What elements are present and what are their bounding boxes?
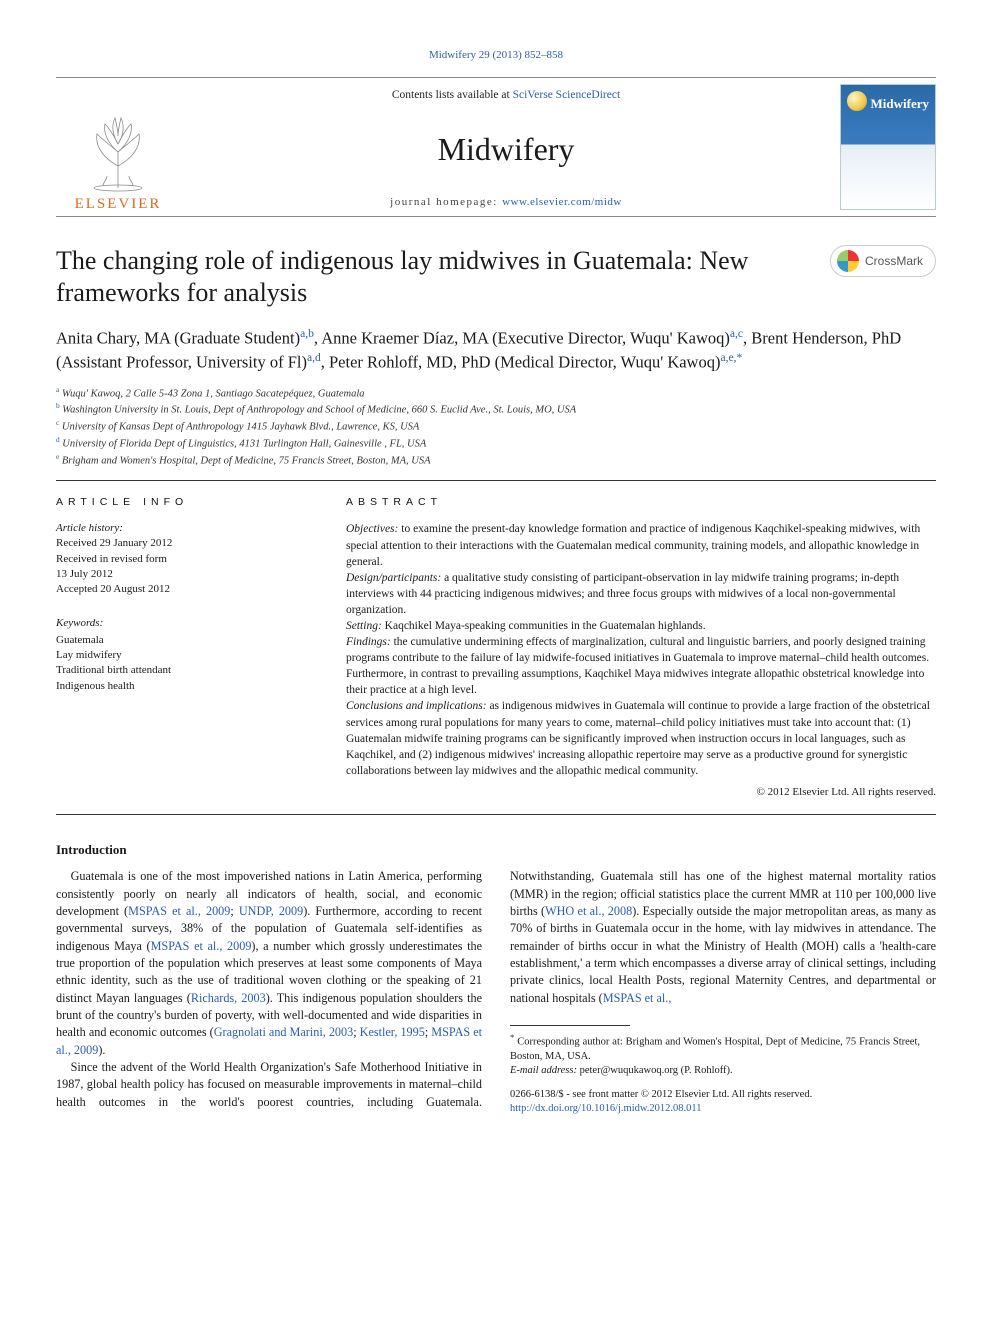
rule-below-meta xyxy=(56,814,936,815)
journal-cover-thumb: Midwifery xyxy=(840,84,936,210)
abstract-item: Design/participants: a qualitative study… xyxy=(346,570,936,618)
abstract-item-label: Findings: xyxy=(346,636,391,648)
article-info-heading: ARTICLE INFO xyxy=(56,495,306,509)
ref-link[interactable]: Kestler, 1995 xyxy=(360,1025,425,1039)
masthead-center: Contents lists available at SciVerse Sci… xyxy=(186,78,826,216)
affiliation-list: a Wuqu' Kawoq, 2 Calle 5-43 Zona 1, Sant… xyxy=(56,385,936,469)
abstract-item: Conclusions and implications: as indigen… xyxy=(346,698,936,778)
history-lines: Received 29 January 2012Received in revi… xyxy=(56,536,306,598)
abstract-body: Objectives: to examine the present-day k… xyxy=(346,521,936,779)
abstract-heading: ABSTRACT xyxy=(346,495,936,509)
email-line: E-mail address: peter@wuqukawoq.org (P. … xyxy=(510,1064,920,1078)
homepage-prefix: journal homepage: xyxy=(390,196,502,208)
abstract-item-label: Objectives: xyxy=(346,523,398,535)
affiliation-item: d University of Florida Dept of Linguist… xyxy=(56,435,936,452)
intro-para-1: Guatemala is one of the most impoverishe… xyxy=(56,868,482,1059)
footnote-block: * Corresponding author at: Brigham and W… xyxy=(510,1025,936,1116)
history-label: Article history: xyxy=(56,521,306,536)
crossmark-label: CrossMark xyxy=(865,253,923,269)
ref-link[interactable]: Richards, 2003 xyxy=(191,991,266,1005)
keyword-item: Indigenous health xyxy=(56,679,306,694)
journal-homepage-link[interactable]: www.elsevier.com/midw xyxy=(502,196,622,208)
cover-title: Midwifery xyxy=(871,95,929,113)
elsevier-tree-icon xyxy=(56,104,180,194)
journal-name: Midwifery xyxy=(186,128,826,171)
masthead: ELSEVIER Contents lists available at Sci… xyxy=(56,77,936,217)
ref-link[interactable]: MSPAS et al., 2009 xyxy=(151,939,252,953)
publisher-name: ELSEVIER xyxy=(56,194,180,214)
ref-link[interactable]: UNDP, 2009 xyxy=(239,904,303,918)
ref-link[interactable]: Gragnolati and Marini, 2003 xyxy=(214,1025,353,1039)
abstract-item-label: Setting: xyxy=(346,620,382,632)
contents-prefix: Contents lists available at xyxy=(392,89,513,101)
ref-link[interactable]: WHO et al., 2008 xyxy=(545,904,632,918)
keyword-item: Traditional birth attendant xyxy=(56,663,306,678)
contents-available-line: Contents lists available at SciVerse Sci… xyxy=(186,88,826,104)
email-value: peter@wuqukawoq.org (P. Rohloff). xyxy=(577,1065,733,1076)
citation-link[interactable]: Midwifery 29 (2013) 852–858 xyxy=(429,49,563,61)
abstract-copyright: © 2012 Elsevier Ltd. All rights reserved… xyxy=(346,785,936,800)
abstract-item: Findings: the cumulative undermining eff… xyxy=(346,634,936,698)
doi-link[interactable]: http://dx.doi.org/10.1016/j.midw.2012.08… xyxy=(510,1103,702,1114)
abstract-item: Objectives: to examine the present-day k… xyxy=(346,521,936,569)
intro-heading: Introduction xyxy=(56,841,936,859)
publisher-logo-block: ELSEVIER xyxy=(56,78,186,216)
crossmark-icon xyxy=(837,250,859,272)
keywords-list: GuatemalaLay midwiferyTraditional birth … xyxy=(56,633,306,695)
keyword-item: Guatemala xyxy=(56,633,306,648)
abstract-item-text: Kaqchikel Maya-speaking communities in t… xyxy=(382,620,706,632)
email-label: E-mail address: xyxy=(510,1065,577,1076)
abstract-item-label: Design/participants: xyxy=(346,572,441,584)
journal-homepage-line: journal homepage: www.elsevier.com/midw xyxy=(186,195,826,210)
keyword-item: Lay midwifery xyxy=(56,648,306,663)
affiliation-item: a Wuqu' Kawoq, 2 Calle 5-43 Zona 1, Sant… xyxy=(56,385,936,402)
citation-line: Midwifery 29 (2013) 852–858 xyxy=(56,48,936,63)
sciencedirect-link[interactable]: SciVerse ScienceDirect xyxy=(513,89,621,101)
affiliation-item: c University of Kansas Dept of Anthropol… xyxy=(56,418,936,435)
copyright-footer: 0266-6138/$ - see front matter © 2012 El… xyxy=(510,1088,936,1116)
abstract-item-text: the cumulative undermining effects of ma… xyxy=(346,636,929,696)
footnote-rule xyxy=(510,1025,630,1026)
rule-above-meta xyxy=(56,480,936,481)
affiliation-item: e Brigham and Women's Hospital, Dept of … xyxy=(56,452,936,469)
affiliation-item: b Washington University in St. Louis, De… xyxy=(56,401,936,418)
ref-link[interactable]: MSPAS et al., xyxy=(603,991,672,1005)
history-line: Received 29 January 2012 xyxy=(56,536,306,551)
abstract-column: ABSTRACT Objectives: to examine the pres… xyxy=(346,495,936,800)
article-info-column: ARTICLE INFO Article history: Received 2… xyxy=(56,495,306,800)
abstract-item-text: to examine the present-day knowledge for… xyxy=(346,523,920,567)
body-two-column: Guatemala is one of the most impoverishe… xyxy=(56,868,936,1116)
issn-line: 0266-6138/$ - see front matter © 2012 El… xyxy=(510,1088,936,1102)
article-title: The changing role of indigenous lay midw… xyxy=(56,245,756,310)
cover-thumb-block: Midwifery xyxy=(826,78,936,216)
history-line: Received in revised form xyxy=(56,552,306,567)
abstract-item-label: Conclusions and implications: xyxy=(346,700,487,712)
abstract-item: Setting: Kaqchikel Maya-speaking communi… xyxy=(346,618,936,634)
keywords-label: Keywords: xyxy=(56,616,306,631)
crossmark-badge[interactable]: CrossMark xyxy=(830,245,936,277)
history-line: Accepted 20 August 2012 xyxy=(56,582,306,597)
history-line: 13 July 2012 xyxy=(56,567,306,582)
corresponding-author-note: * Corresponding author at: Brigham and W… xyxy=(510,1032,920,1064)
ref-link[interactable]: MSPAS et al., 2009 xyxy=(128,904,230,918)
author-list: Anita Chary, MA (Graduate Student)a,b, A… xyxy=(56,326,936,375)
